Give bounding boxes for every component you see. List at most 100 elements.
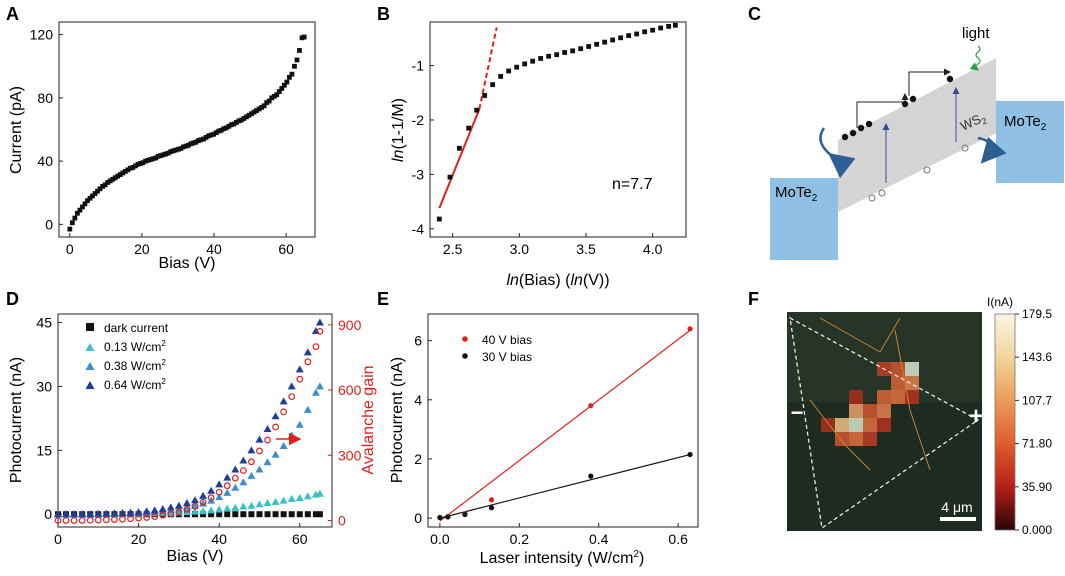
mote2-right-block — [996, 101, 1064, 183]
dark-current-point — [208, 511, 215, 518]
data-point-b — [506, 68, 512, 74]
data-point-a — [143, 158, 148, 164]
gain-point — [102, 516, 110, 524]
data-point-b — [672, 22, 678, 28]
gain-point — [94, 516, 102, 524]
legend-marker-dark — [86, 323, 94, 331]
photocurrent-point — [303, 492, 312, 500]
electrode-outline — [819, 317, 901, 353]
heatmap-pixel — [905, 376, 919, 390]
scalebar — [940, 517, 976, 521]
electron-dot — [909, 95, 917, 103]
data-point-a — [281, 82, 287, 88]
dark-current-point — [316, 511, 323, 518]
data-point-a — [110, 176, 116, 182]
legend-064-label: 0.64 W/cm2 — [104, 377, 166, 392]
data-point-b — [570, 48, 576, 54]
photocurrent-point — [70, 510, 79, 518]
x-tick-label: 60 — [278, 241, 294, 257]
data-point-a — [297, 48, 302, 53]
x-tick-label: 0.2 — [510, 531, 530, 547]
data-point-b — [578, 46, 584, 52]
data-point-a — [100, 184, 106, 189]
photocurrent-point — [255, 465, 264, 473]
photocurrent-point — [247, 471, 256, 479]
x-tick-label: 0 — [66, 241, 74, 257]
photocurrent-point — [199, 491, 208, 499]
data-point-a — [259, 104, 265, 110]
fit-line — [439, 453, 691, 519]
photocurrent-point — [287, 494, 296, 502]
legend-013-sup: 2 — [161, 339, 166, 348]
panel-label-f: F — [748, 289, 759, 309]
photocurrent-point — [94, 509, 103, 517]
minus-terminal: − — [791, 400, 804, 425]
photocurrent-point — [54, 510, 62, 518]
photocurrent-point — [295, 494, 304, 502]
data-point-a — [279, 85, 285, 91]
dark-current-point — [304, 511, 311, 518]
gain-point — [86, 516, 94, 524]
photocurrent-point — [126, 508, 135, 516]
heatmap-pixel — [849, 432, 863, 446]
photocurrent-point — [239, 456, 248, 464]
data-point-a — [72, 215, 78, 221]
legend-038-sup: 2 — [161, 358, 166, 367]
transfer-arrow-right — [977, 136, 1007, 164]
b-x-4: (V)) — [583, 272, 610, 289]
photocurrent-point — [215, 493, 224, 501]
data-point-a — [211, 131, 217, 137]
ws2-sub: 2 — [980, 115, 989, 126]
data-point-a — [188, 141, 194, 147]
data-point-a — [102, 182, 108, 188]
data-point-b — [554, 52, 560, 58]
data-point-a — [165, 150, 171, 156]
electron-dot — [841, 133, 849, 141]
data-point-a — [216, 128, 222, 134]
data-point-a — [191, 140, 196, 146]
gain-point — [272, 423, 279, 431]
dark-current-point — [264, 511, 271, 518]
gain-point — [159, 511, 167, 519]
data-point-b — [514, 64, 520, 70]
colorbar-ticks: 179.5 143.6 107.7 71.80 35.90 0.000 — [1015, 307, 1052, 537]
gain-point — [119, 515, 126, 523]
photocurrent-point — [263, 425, 272, 433]
data-point-a — [173, 147, 179, 153]
photocurrent-point — [182, 499, 191, 507]
photocurrent-point — [142, 507, 151, 515]
dark-current-point — [224, 511, 231, 518]
gain-point — [215, 488, 223, 496]
legend-038-label: 0.38 W/cm2 — [104, 358, 166, 373]
hole-dot — [961, 144, 969, 152]
data-point-a — [135, 161, 141, 167]
colorbar-tick-label: 107.7 — [1022, 393, 1052, 407]
y-tick-label: 4 — [414, 392, 422, 408]
data-point-a — [95, 188, 100, 194]
data-point-e — [488, 505, 495, 511]
panel-e-points — [437, 326, 693, 521]
data-point-a — [203, 135, 209, 140]
panel-e-fit — [439, 329, 691, 522]
fit-line-extrapolated — [478, 27, 498, 110]
y-tick-label: 6 — [414, 333, 422, 349]
data-point-e — [462, 511, 468, 518]
data-point-e — [488, 497, 495, 503]
x-tick-label: 40 — [206, 241, 222, 257]
mote2-right-text: MoTe — [1004, 113, 1041, 130]
panel-e-frame — [427, 313, 699, 528]
data-point-a — [218, 127, 224, 133]
data-point-b — [602, 39, 608, 45]
data-point-a — [274, 92, 280, 98]
data-point-b — [634, 31, 640, 37]
panel-b-chart: 2.5 3.0 3.5 4.0-4-3-2-1 n=7.7 ln(Bias) (ln(… — [390, 21, 687, 289]
data-point-a — [160, 152, 166, 158]
gain-point — [288, 393, 296, 400]
photocurrent-point — [191, 496, 199, 504]
gain-point — [207, 494, 215, 502]
photocurrent-point — [239, 502, 248, 510]
heatmap-pixel — [835, 432, 849, 446]
data-point-a — [153, 155, 159, 161]
plus-terminal: + — [969, 403, 983, 430]
